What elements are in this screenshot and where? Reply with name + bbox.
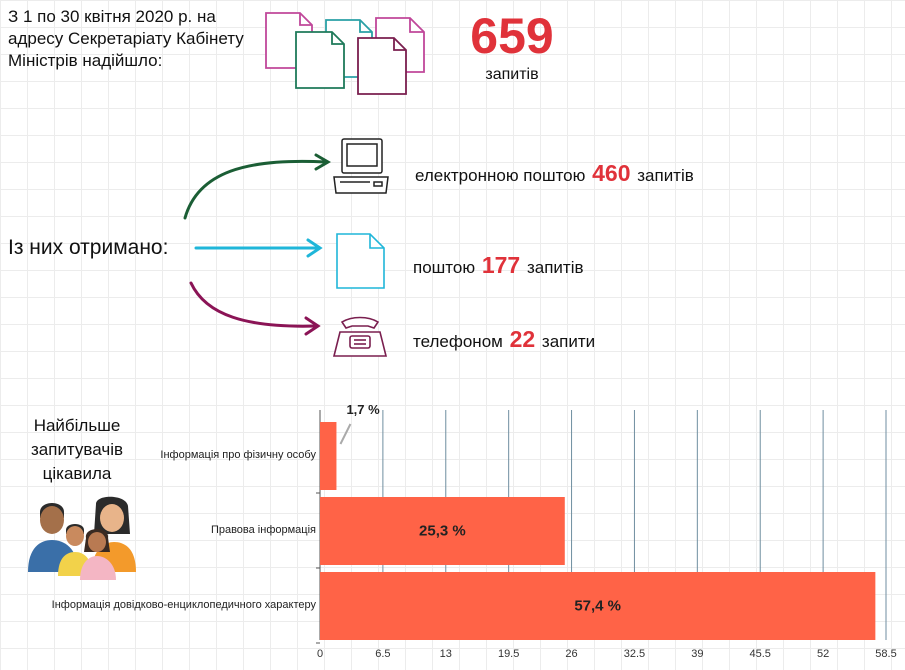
bar [320,422,337,490]
channel-post: поштою 177 запитів [413,252,584,279]
tick-label: 26 [565,648,578,660]
category-label: Інформація довідково-енциклопедичного ха… [51,599,316,611]
category-labels: Інформація про фізичну особу Правова інфо… [0,0,316,670]
documents-icon [265,12,425,95]
bar-value-label: 1,7 % [346,402,380,417]
category-label: Правова інформація [210,524,316,536]
tick-label: 19.5 [497,648,520,660]
family-icon [28,496,136,580]
tick-label: 58.5 [875,648,897,660]
category-label: Інформація про фізичну особу [160,449,316,461]
tick-label: 6.5 [375,648,391,660]
bar-value-label: 25,3 % [419,522,466,540]
channel-arrows [183,153,331,336]
document-icon [336,233,385,289]
arrow-phone [189,281,318,328]
channel-post-prefix: поштою [413,258,476,277]
tick-label: 13 [439,648,452,660]
tick-label: 52 [816,648,830,660]
channel-phone: телефоном 22 запити [413,326,595,353]
bar [320,572,876,640]
total-requests-unit: запитів [485,66,539,83]
bar-value-label: 57,4 % [574,597,622,615]
channel-email-prefix: електронною поштою [415,166,586,185]
callout-line [339,423,352,445]
intro-text: З 1 по 30 квітня 2020 р. на адресу Секре… [8,7,244,70]
received-label: Із них отримано: [8,236,169,259]
tick-label: 0 [316,648,324,660]
channel-phone-suffix: запити [541,332,596,351]
bar [320,497,565,565]
total-requests-number: 659 [470,8,554,64]
computer-icon [333,138,389,194]
channel-phone-prefix: телефоном [413,332,503,351]
interest-title: Найбільше запитувачів цікавила [30,416,123,483]
channel-post-suffix: запитів [526,258,584,277]
channel-email-number: 460 [592,160,631,186]
telephone-icon [332,316,388,357]
channel-phone-number: 22 [509,326,536,352]
tick-label: 45.5 [749,648,771,660]
arrow-email [183,159,328,220]
channel-email: електронною поштою 460 запитів [415,160,694,187]
tick-label: 39 [691,648,704,660]
channel-post-number: 177 [481,252,521,278]
channel-email-suffix: запитів [637,166,694,185]
tick-label: 32.5 [623,648,646,660]
